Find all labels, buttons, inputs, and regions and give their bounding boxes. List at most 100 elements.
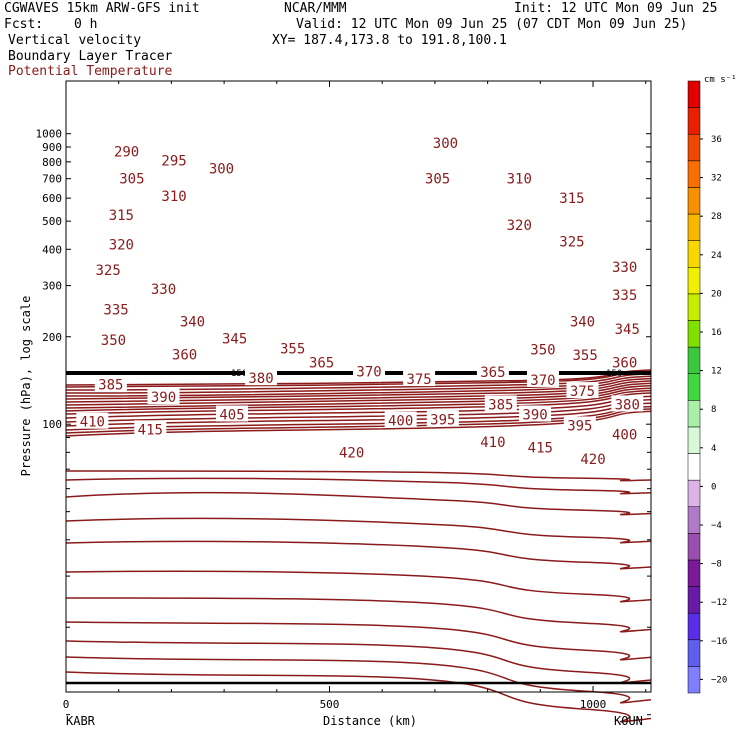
contour-label: 415 <box>528 441 553 457</box>
contour-label-bg <box>205 159 238 176</box>
contour-label-bg <box>519 405 552 422</box>
contour-label-bg <box>429 133 462 150</box>
contour-label: 310 <box>161 189 186 205</box>
contour-label-bg <box>168 345 201 362</box>
contour-label-bg <box>147 280 180 297</box>
contour-label: 410 <box>480 435 505 451</box>
colorbar-label: −4 <box>711 521 722 531</box>
field-boundary-layer-tracer: Boundary Layer Tracer <box>8 49 173 64</box>
colorbar-swatch <box>687 612 701 641</box>
contour-label-bg <box>147 388 180 405</box>
contour-label-bg <box>524 438 557 455</box>
colorbar-swatch <box>687 506 701 534</box>
contour-label: 385 <box>98 377 123 393</box>
contour-label-bg <box>110 142 143 159</box>
colorbar-swatch <box>687 373 701 401</box>
contour-label-bg <box>105 235 138 252</box>
colorbar-label: −16 <box>711 637 727 647</box>
contour-label-bg <box>403 370 436 387</box>
contour-label: 395 <box>567 418 592 434</box>
colorbar-label: 12 <box>711 367 722 377</box>
contour-label: 345 <box>615 322 640 338</box>
theta-contour-lower <box>65 491 652 516</box>
colorbar-swatch <box>687 213 701 241</box>
theta-contour-lower <box>65 477 652 495</box>
contour-label: 305 <box>119 172 144 188</box>
contour-label-bg <box>611 395 644 412</box>
y-tick-label: 1000 <box>36 128 63 141</box>
colorbar-swatch <box>687 80 701 108</box>
y-tick-label: 200 <box>42 331 62 344</box>
contour-label: 375 <box>406 372 431 388</box>
contour-label: 310 <box>507 172 532 188</box>
theta-contour-upper <box>65 410 652 437</box>
contour-label-bg <box>384 411 417 428</box>
contour-label: 325 <box>96 263 121 279</box>
contour-label: 370 <box>356 364 381 380</box>
colorbar: cm s⁻¹ 36 32 28 24 20 16 12 8 4 0 −4 −8 −12 −16 −20 <box>687 75 737 694</box>
contour-label: 355 <box>572 348 597 364</box>
contour-label: 360 <box>172 347 197 363</box>
contour-label-bg <box>526 370 559 387</box>
contour-label: 365 <box>309 356 334 372</box>
colorbar-swatch <box>687 133 701 162</box>
theta-contour-lower <box>65 640 652 684</box>
theta-contour-upper <box>65 375 652 394</box>
colorbar-label: 0 <box>711 482 716 492</box>
theta-contour-upper <box>65 380 652 400</box>
contour-label-bg <box>276 339 309 356</box>
theta-contour-lower <box>65 656 652 704</box>
contour-label-bg <box>577 449 610 466</box>
contour-label-bg <box>216 405 249 422</box>
contour-label-bg <box>426 410 459 427</box>
colorbar-swatch <box>687 559 701 587</box>
theta-contour-upper <box>65 408 652 434</box>
contour-label-bg <box>566 382 599 399</box>
contour-label-bg <box>555 189 588 206</box>
contour-label: 325 <box>559 235 584 251</box>
tropopause-label: 150 <box>606 369 622 379</box>
colorbar-swatch <box>687 586 701 614</box>
colorbar-label: 36 <box>711 135 722 145</box>
colorbar-swatch <box>687 320 701 348</box>
contour-label: 355 <box>280 342 305 358</box>
contour-label: 420 <box>339 445 364 461</box>
contour-label: 375 <box>570 384 595 400</box>
valid-time: Valid: 12 UTC Mon 09 Jun 25 (07 CDT Mon … <box>296 17 688 32</box>
theta-contour-lower <box>65 671 652 723</box>
contour-label-bg <box>94 375 127 392</box>
contour-label: 370 <box>530 373 555 389</box>
contour-label-bg <box>569 346 602 363</box>
theta-contour-upper <box>65 377 652 397</box>
colorbar-swatch <box>687 400 701 428</box>
theta-contour-lower <box>65 570 652 603</box>
contour-label: 305 <box>425 172 450 188</box>
y-tick-label: 300 <box>42 280 62 293</box>
contour-label-bg <box>484 395 517 412</box>
colorbar-label: 24 <box>711 251 722 261</box>
contour-label: 400 <box>612 428 637 444</box>
contour-label-bg <box>566 312 599 329</box>
contour-label-bg <box>335 443 368 460</box>
contour-label: 420 <box>580 452 605 468</box>
contour-label-bg <box>158 151 191 168</box>
contour-label: 300 <box>433 136 458 152</box>
x-axis-title: Distance (km) <box>323 714 417 728</box>
contour-label: 320 <box>507 218 532 234</box>
contour-label-bg <box>608 425 641 442</box>
theta-contours <box>65 369 652 723</box>
contour-label: 390 <box>151 390 176 406</box>
theta-contour-upper <box>65 385 652 406</box>
theta-contour-lower <box>65 540 652 570</box>
colorbar-label: 8 <box>711 405 716 415</box>
y-tick-label: 800 <box>42 156 62 169</box>
contour-label: 405 <box>219 407 244 423</box>
contour-label: 350 <box>101 333 126 349</box>
contour-label: 330 <box>151 282 176 298</box>
contour-label-bg <box>218 329 251 346</box>
contour-label: 395 <box>430 412 455 428</box>
theta-contour-upper <box>65 389 652 412</box>
fcst-value: 0 h <box>74 17 98 32</box>
contour-label-bg <box>115 169 148 186</box>
